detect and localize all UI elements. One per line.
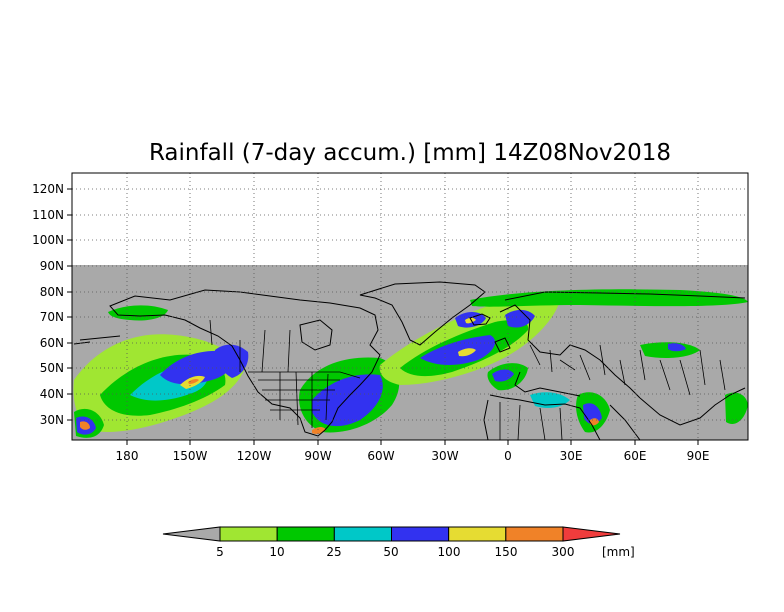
rainfall-field xyxy=(73,289,748,438)
rain-patch-iceland-yellow xyxy=(465,317,476,324)
lat-labels: 120N 110N 100N 90N 80N 70N 60N 50N 40N 3… xyxy=(32,182,64,427)
colorbar-low-arrow xyxy=(162,526,221,542)
map-frame xyxy=(71,172,749,441)
coastline-aleutians xyxy=(73,335,121,345)
rain-patch-europe-blue xyxy=(492,369,514,382)
rain-patch-russia xyxy=(640,342,700,358)
lat-label: 110N xyxy=(32,208,64,222)
rain-patch-east-asia xyxy=(725,392,748,425)
lat-label: 120N xyxy=(32,182,64,196)
colorbar-unit: [mm] xyxy=(602,545,635,559)
colorbar-bin xyxy=(276,526,335,542)
tick-marks xyxy=(67,188,699,445)
colorbar-tick-label: 100 xyxy=(438,545,461,559)
coastline-hudson-bay xyxy=(299,319,333,351)
lon-label: 30E xyxy=(560,449,583,463)
colorbar-bin xyxy=(505,526,564,542)
colorbar-tick-label: 10 xyxy=(269,545,284,559)
lat-label: 90N xyxy=(40,259,64,273)
lat-label: 60N xyxy=(40,336,64,350)
colorbar-tick-label: 150 xyxy=(495,545,518,559)
lon-label: 150W xyxy=(173,449,208,463)
lat-label: 50N xyxy=(40,361,64,375)
lat-label: 30N xyxy=(40,413,64,427)
lon-label: 180 xyxy=(116,449,139,463)
border-us-canada xyxy=(248,371,361,379)
rain-patch-pacific-orange xyxy=(188,378,199,384)
rain-patch-norway-blue xyxy=(505,309,535,328)
map-plot-area xyxy=(72,265,748,440)
coastline-north-america xyxy=(109,289,381,437)
map-title: Rainfall (7-day accum.) [mm] 14Z08Nov201… xyxy=(149,140,671,166)
political-borders xyxy=(209,319,726,440)
colorbar: 5 10 25 50 100 150 300 [mm] xyxy=(162,526,635,559)
colorbar-bin xyxy=(448,526,507,542)
coastline-iceland xyxy=(469,313,491,326)
lat-label: 100N xyxy=(32,233,64,247)
coastlines xyxy=(73,281,746,440)
lon-label: 120W xyxy=(237,449,272,463)
colorbar-tick-label: 300 xyxy=(552,545,575,559)
colorbar-bin xyxy=(333,526,393,542)
colorbar-bin xyxy=(219,526,278,542)
lon-label: 90E xyxy=(687,449,710,463)
lon-label: 90W xyxy=(304,449,331,463)
grid-lines xyxy=(72,173,748,440)
border-africa xyxy=(499,402,563,440)
border-canada-provinces xyxy=(209,319,291,373)
lat-label: 40N xyxy=(40,387,64,401)
rain-patch-east-us-blue xyxy=(312,374,383,427)
lon-labels: 180 150W 120W 90W 60W 30W 0 30E 60E 90E xyxy=(116,449,710,463)
lat-label: 80N xyxy=(40,285,64,299)
lat-label: 70N xyxy=(40,310,64,324)
rain-patch-arctic-band xyxy=(470,289,748,307)
lon-label: 60E xyxy=(624,449,647,463)
coastline-europe xyxy=(494,291,746,399)
border-us-states-grid xyxy=(258,371,340,428)
colorbar-tick-label: 50 xyxy=(383,545,398,559)
colorbar-tick-label: 25 xyxy=(326,545,341,559)
rain-patch-atlantic-yellow xyxy=(458,348,476,357)
lon-label: 30W xyxy=(431,449,458,463)
lon-label: 0 xyxy=(504,449,512,463)
lon-label: 60W xyxy=(367,449,394,463)
border-europe xyxy=(529,344,726,396)
rain-patch-russia-blue xyxy=(668,343,686,352)
rain-patch-sw-pacific-orange xyxy=(80,421,90,430)
colorbar-tick-label: 5 xyxy=(216,545,224,559)
rain-patch-pacific-blue xyxy=(160,350,233,385)
colorbar-high-arrow xyxy=(562,526,621,542)
colorbar-bin xyxy=(391,526,450,542)
rain-patch-atlantic-blue xyxy=(420,335,496,365)
colorbar-bins xyxy=(219,526,564,542)
coastline-greenland xyxy=(359,281,486,346)
